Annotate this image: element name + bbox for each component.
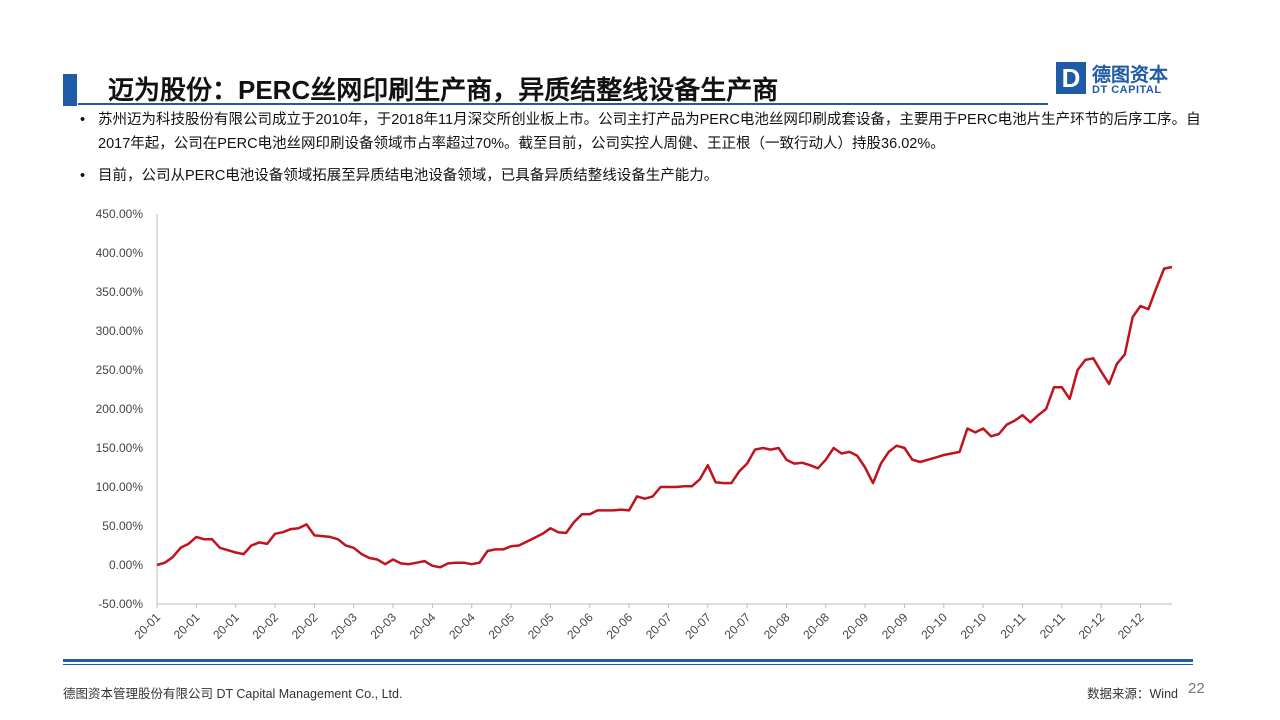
x-tick-label: 20-08 [761, 610, 793, 642]
x-tick-label: 20-09 [879, 610, 911, 642]
logo: D 德图资本 DT CAPITAL [1056, 62, 1176, 98]
slide-title: 迈为股份：PERC丝网印刷生产商，异质结整线设备生产商 [108, 75, 779, 105]
title-underline [78, 103, 1048, 105]
x-tick-label: 20-07 [643, 610, 675, 642]
chart: -50.00% 0.00% 50.00% 100.00% 150.00% 200.00% 2… [96, 207, 1173, 642]
x-tick-label: 20-11 [998, 610, 1029, 641]
page-number: 22 [1188, 680, 1205, 697]
footer-company: 德图资本管理股份有限公司 DT Capital Management Co., … [63, 687, 403, 701]
y-tick-label: 0.00% [109, 558, 143, 572]
y-tick-label: 100.00% [96, 480, 144, 494]
x-tick-label: 20-01 [210, 610, 242, 642]
logo-icon: D [1056, 62, 1086, 94]
x-tick-label: 20-09 [840, 610, 872, 642]
x-tick-label: 20-06 [564, 610, 596, 642]
y-tick-label: 50.00% [102, 519, 143, 533]
x-tick-label: 20-10 [918, 610, 950, 642]
y-tick-label: 200.00% [96, 402, 144, 416]
bullet-text: 目前，公司从PERC电池设备领域拓展至异质结电池设备领域，已具备异质结整线设备生… [98, 168, 719, 184]
bullet-text: 苏州迈为科技股份有限公司成立于2010年，于2018年11月深交所创业板上市。公… [98, 112, 1201, 152]
y-tick-label: 150.00% [96, 441, 144, 455]
y-tick-label: 450.00% [96, 207, 144, 221]
x-tick-label: 20-02 [289, 610, 321, 642]
footer-source: 数据来源：Wind [1087, 687, 1178, 701]
footer-line-thin [63, 664, 1193, 665]
x-tick-label: 20-05 [486, 610, 518, 642]
x-tick-label: 20-11 [1037, 610, 1068, 641]
x-tick-label: 20-02 [250, 610, 282, 642]
logo-cn: 德图资本 [1092, 65, 1169, 86]
x-tick-label: 20-01 [171, 610, 203, 642]
x-tick-label: 20-03 [328, 610, 360, 642]
x-tick-label: 20-12 [1115, 610, 1147, 642]
x-tick-label: 20-08 [800, 610, 832, 642]
bullet: • 目前，公司从PERC电池设备领域拓展至异质结电池设备领域，已具备异质结整线设备… [80, 168, 719, 184]
y-tick-label: 350.00% [96, 285, 144, 299]
title-bar [63, 74, 77, 106]
data-line [156, 265, 1173, 569]
x-tick-label: 20-06 [604, 610, 636, 642]
y-tick-label: -50.00% [98, 597, 143, 611]
x-tick-label: 20-04 [407, 610, 439, 642]
x-tick-label: 20-04 [446, 610, 478, 642]
x-tick-label: 20-03 [368, 610, 400, 642]
x-tick-label: 20-07 [682, 610, 714, 642]
y-tick-label: 250.00% [96, 363, 144, 377]
logo-en: DT CAPITAL [1092, 84, 1162, 96]
x-tick-label: 20-05 [525, 610, 557, 642]
x-tick-label: 20-07 [722, 610, 754, 642]
y-tick-label: 300.00% [96, 324, 144, 338]
x-tick-label: 20-12 [1076, 610, 1108, 642]
y-tick-label: 400.00% [96, 246, 144, 260]
x-tick-label: 20-10 [958, 610, 990, 642]
bullet: • 苏州迈为科技股份有限公司成立于2010年，于2018年11月深交所创业板上市。… [80, 112, 1201, 152]
footer-line [63, 659, 1193, 662]
x-tick-label: 20-01 [132, 610, 164, 642]
